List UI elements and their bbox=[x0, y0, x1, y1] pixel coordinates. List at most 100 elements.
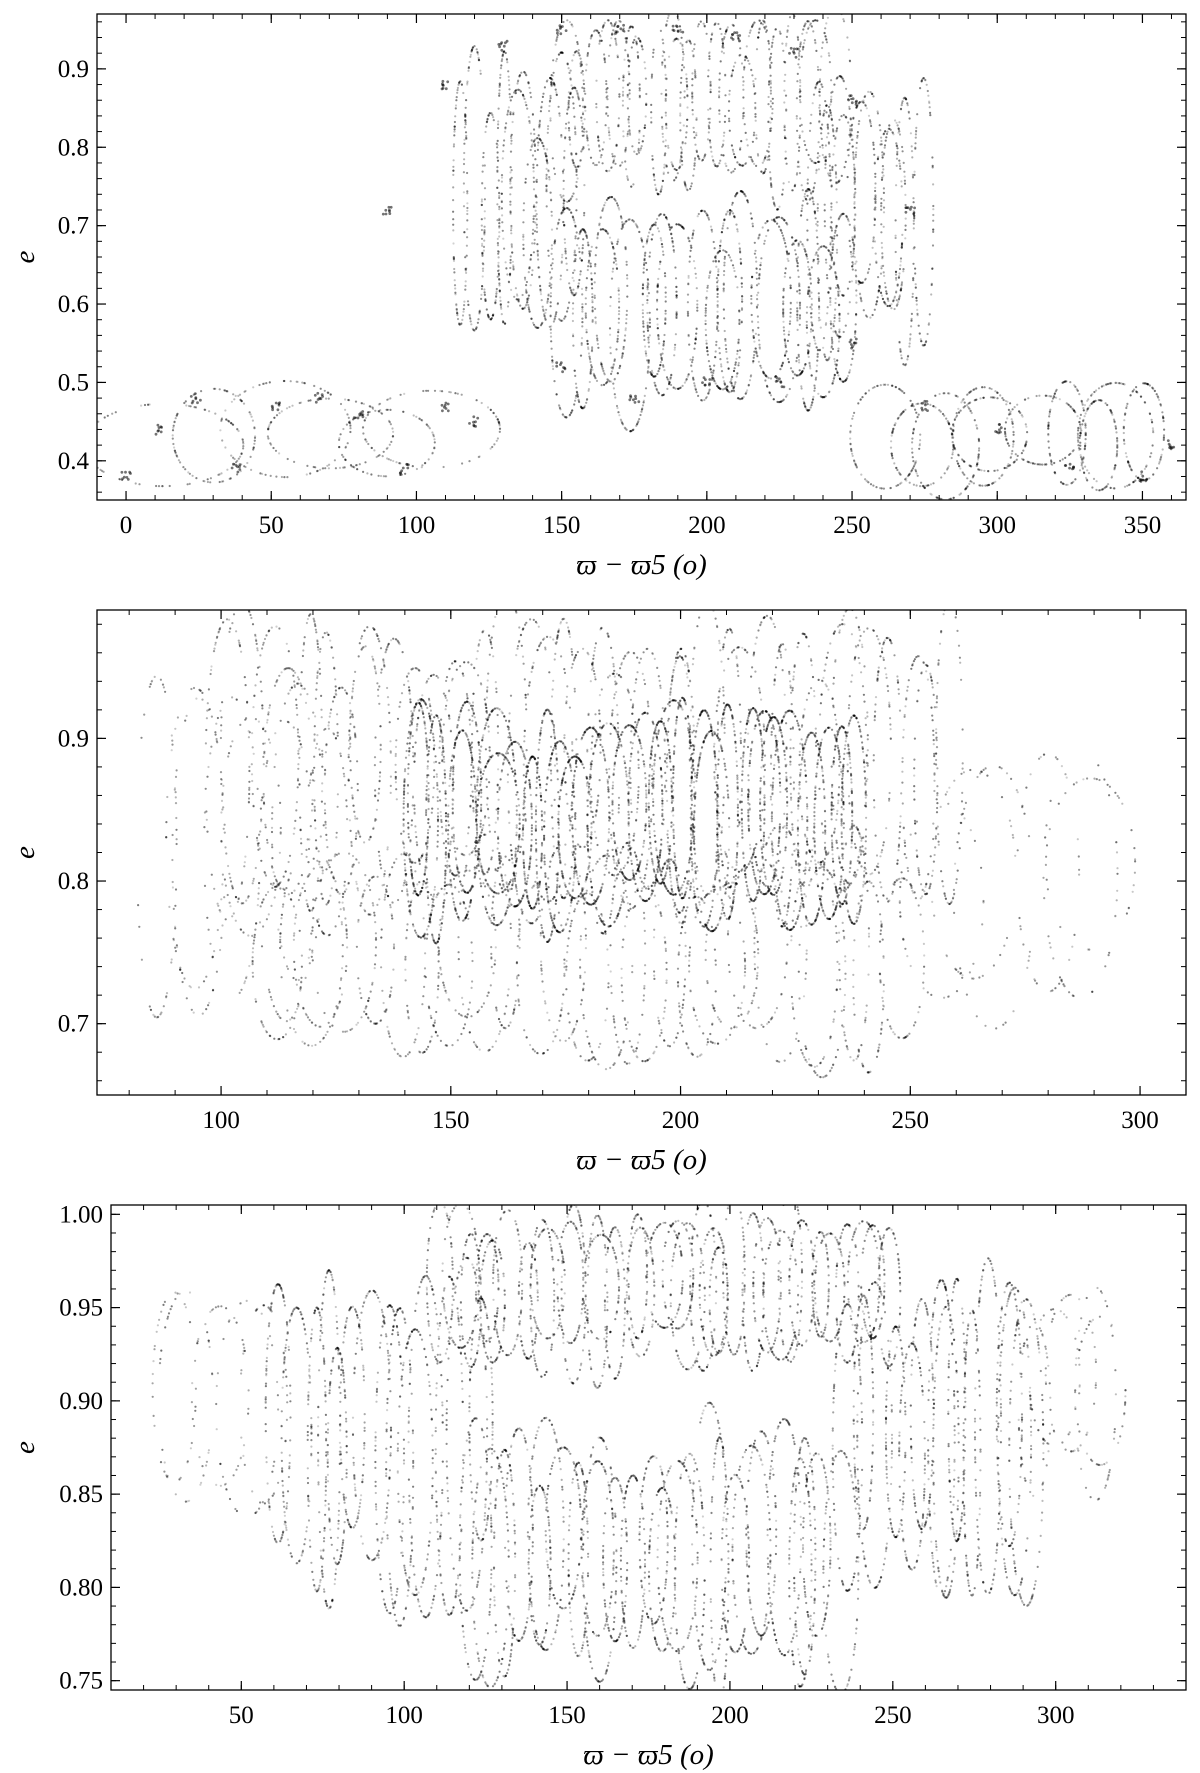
scatter-point bbox=[575, 291, 578, 295]
scatter-point bbox=[617, 123, 620, 126]
scatter-point bbox=[464, 269, 467, 272]
scatter-point bbox=[784, 272, 787, 275]
scatter-point bbox=[507, 70, 510, 73]
scatter-point bbox=[820, 83, 823, 86]
scatter-point bbox=[815, 346, 818, 349]
scatter-point bbox=[532, 170, 535, 173]
scatter-point bbox=[478, 310, 481, 313]
scatter-point bbox=[807, 20, 810, 23]
scatter-point bbox=[481, 181, 484, 185]
scatter-point bbox=[718, 86, 721, 89]
scatter-point bbox=[624, 149, 627, 152]
scatter-point bbox=[676, 172, 679, 175]
scatter-point bbox=[687, 283, 690, 286]
scatter-point bbox=[932, 230, 935, 233]
scatter-point bbox=[693, 68, 697, 72]
scatter-point bbox=[475, 326, 478, 329]
scatter-point bbox=[745, 161, 748, 165]
scatter-point bbox=[754, 115, 757, 118]
scatter-point bbox=[831, 347, 835, 351]
scatter-point bbox=[659, 29, 663, 32]
scatter-point bbox=[572, 162, 575, 165]
scatter-point bbox=[753, 252, 757, 255]
scatter-point bbox=[831, 342, 834, 345]
scatter-point bbox=[805, 331, 809, 334]
scatter-point bbox=[578, 250, 581, 254]
scatter-point bbox=[912, 197, 915, 200]
scatter-point bbox=[802, 397, 805, 400]
scatter-point bbox=[686, 293, 690, 296]
scatter-point bbox=[798, 134, 801, 137]
scatter-point bbox=[852, 241, 855, 244]
scatter-point bbox=[853, 226, 856, 229]
scatter-point bbox=[457, 83, 460, 86]
scatter-point bbox=[661, 125, 664, 128]
scatter-point bbox=[608, 137, 611, 140]
scatter-point bbox=[706, 290, 709, 293]
scatter-point bbox=[914, 267, 917, 270]
scatter-point bbox=[496, 242, 499, 245]
scatter-point bbox=[828, 54, 831, 57]
scatter-point bbox=[894, 119, 897, 122]
scatter-point bbox=[565, 257, 568, 260]
scatter-point bbox=[664, 139, 667, 142]
scatter-point bbox=[848, 223, 851, 226]
scatter-point bbox=[498, 235, 501, 238]
scatter-point bbox=[769, 81, 772, 84]
scatter-point bbox=[825, 359, 829, 362]
scatter-point bbox=[651, 154, 654, 158]
scatter-point bbox=[598, 144, 601, 147]
scatter-point bbox=[574, 258, 577, 261]
scatter-point bbox=[453, 271, 456, 274]
scatter-point bbox=[782, 289, 785, 292]
scatter-point bbox=[730, 171, 733, 174]
scatter-point bbox=[525, 74, 528, 77]
scatter-point bbox=[835, 129, 838, 132]
scatter-point bbox=[697, 23, 701, 26]
scatter-point bbox=[575, 153, 578, 156]
scatter-point bbox=[770, 118, 774, 121]
scatter-point bbox=[837, 287, 840, 290]
scatter-point bbox=[679, 159, 682, 162]
scatter-point bbox=[554, 315, 557, 318]
scatter-point bbox=[563, 317, 566, 320]
scatter-point bbox=[913, 246, 916, 249]
scatter-point bbox=[799, 124, 802, 127]
scatter-point bbox=[797, 358, 801, 362]
scatter-point bbox=[809, 306, 812, 309]
scatter-point bbox=[899, 289, 902, 292]
scatter-point bbox=[835, 130, 838, 133]
scatter-point bbox=[684, 136, 688, 139]
scatter-point bbox=[805, 311, 809, 314]
scatter-point bbox=[723, 383, 726, 386]
scatter-point bbox=[679, 103, 682, 106]
scatter-point bbox=[492, 116, 495, 119]
scatter-point bbox=[624, 148, 627, 151]
scatter-point bbox=[638, 87, 641, 90]
scatter-point bbox=[800, 214, 803, 217]
scatter-point bbox=[783, 136, 787, 140]
scatter-point bbox=[857, 122, 860, 126]
scatter-point bbox=[646, 311, 649, 315]
scatter-point bbox=[466, 206, 469, 210]
scatter-point bbox=[531, 242, 534, 245]
scatter-point bbox=[541, 95, 545, 98]
scatter-point bbox=[674, 266, 677, 269]
scatter-point bbox=[663, 154, 666, 157]
scatter-point bbox=[779, 32, 782, 35]
scatter-point bbox=[706, 284, 709, 287]
scatter-point bbox=[640, 410, 643, 413]
scatter-point bbox=[662, 50, 665, 53]
scatter-point bbox=[637, 420, 640, 423]
scatter-point bbox=[608, 131, 611, 134]
scatter-point bbox=[801, 48, 805, 51]
scatter-point bbox=[704, 319, 707, 322]
scatter-point bbox=[708, 55, 711, 58]
scatter-point bbox=[612, 267, 615, 270]
scatter-point bbox=[582, 238, 585, 241]
scatter-point bbox=[879, 291, 883, 294]
scatter-point bbox=[659, 190, 662, 193]
scatter-point bbox=[577, 285, 580, 288]
scatter-point bbox=[577, 49, 580, 52]
scatter-point bbox=[898, 294, 902, 297]
